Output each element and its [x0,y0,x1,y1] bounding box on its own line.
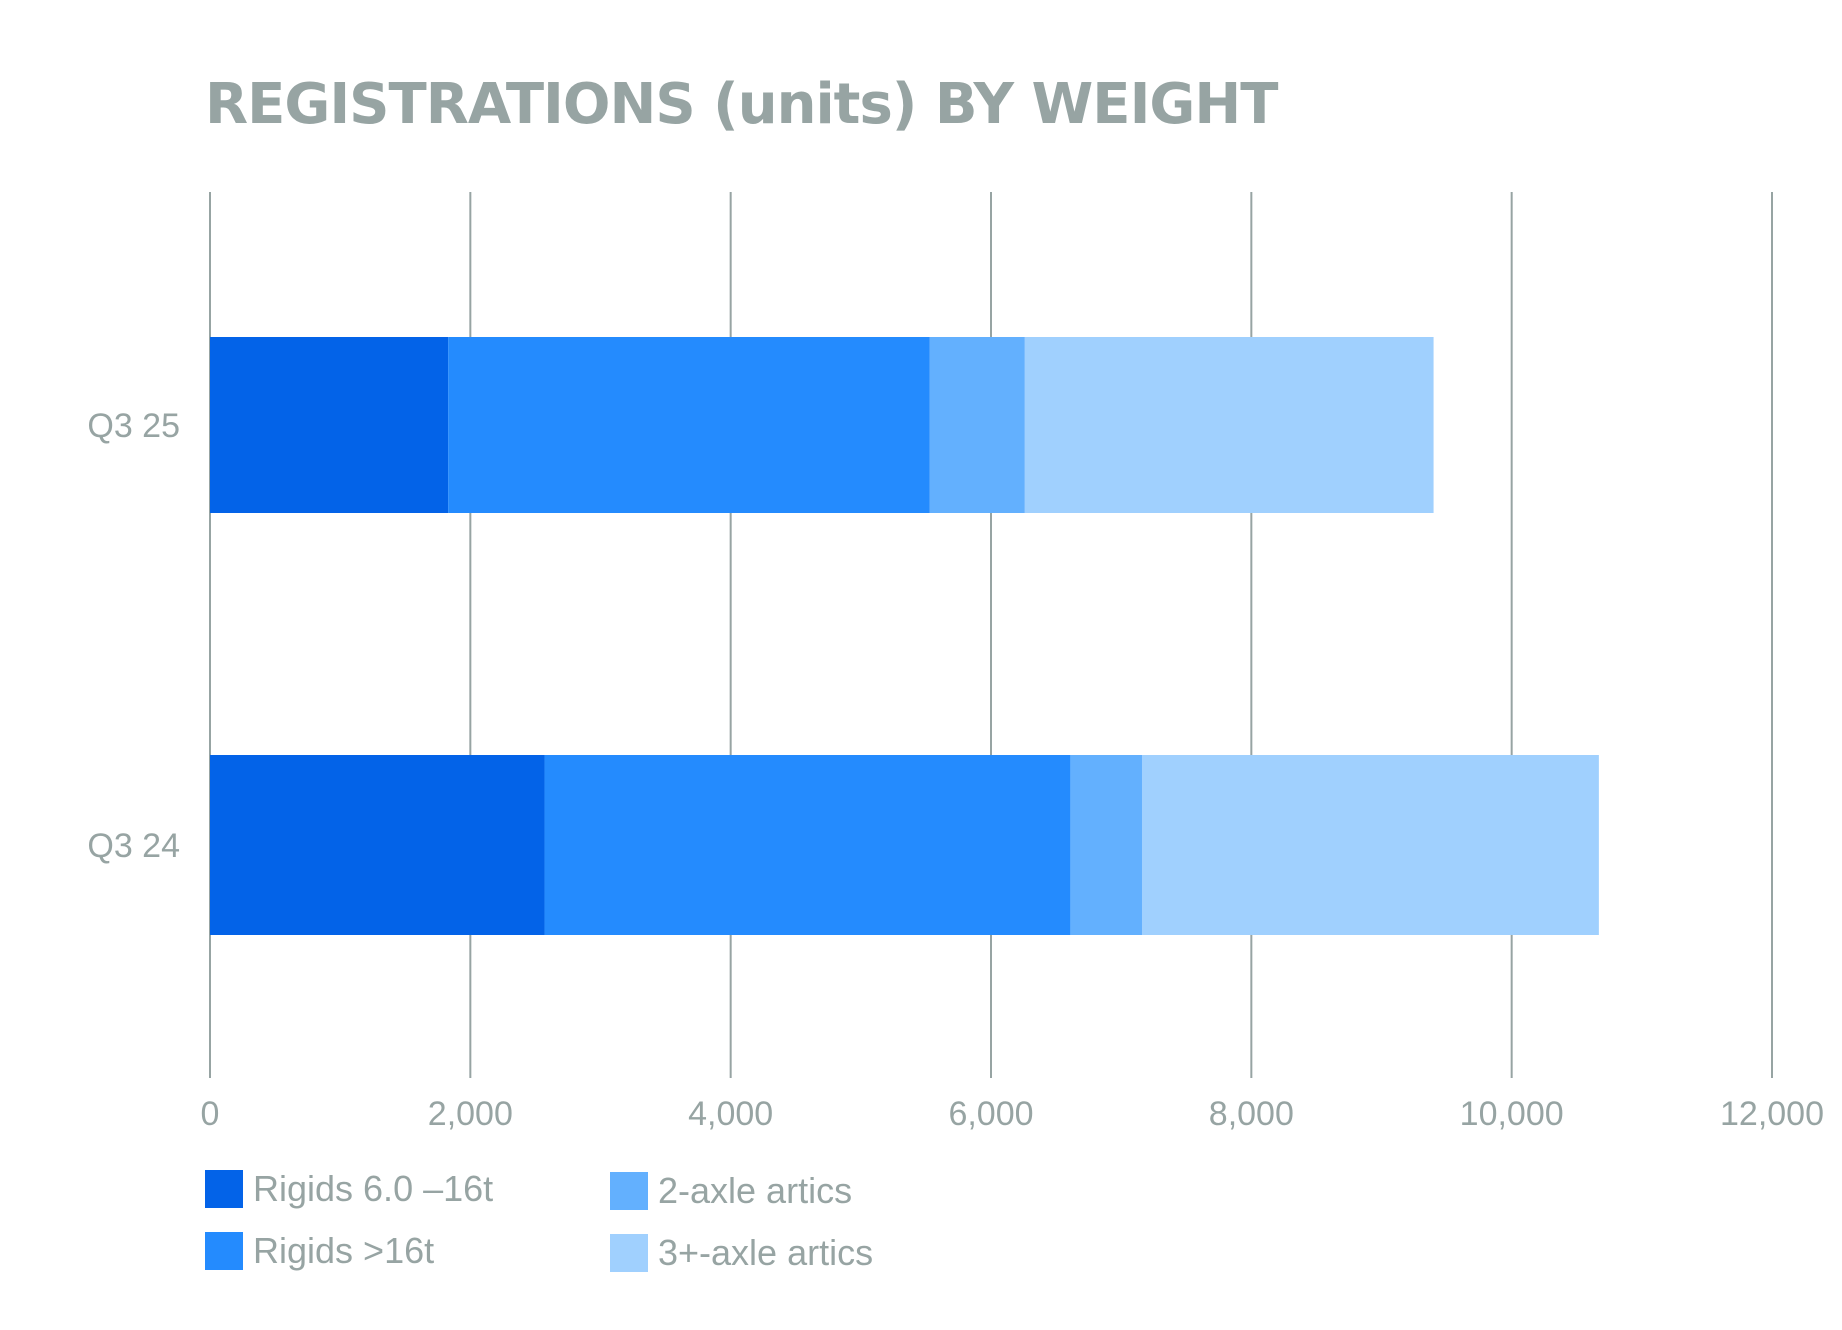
category-label: Q3 24 [87,827,180,865]
legend-item-rigids-over-16t: Rigids >16t [205,1230,434,1272]
bar-segment [929,337,1025,513]
category-label: Q3 25 [87,407,180,445]
x-tick-label: 10,000 [1460,1095,1564,1133]
bar-segment [1070,755,1142,935]
legend-item-rigids-6-16t: Rigids 6.0 –16t [205,1168,493,1210]
x-tick-label: 6,000 [948,1095,1033,1133]
bar-segment [210,337,449,513]
bar-segment [210,755,545,935]
legend-label: Rigids >16t [253,1230,435,1271]
legend-swatch [205,1232,243,1270]
legend-label: 2-axle artics [658,1170,853,1211]
bar-segment [1141,755,1599,935]
legend-item-3-plus-axle-artics: 3+-axle artics [610,1232,873,1274]
legend-swatch [205,1170,243,1208]
bar-segment [544,755,1071,935]
legend-label: 3+-axle artics [658,1232,874,1273]
legend-swatch [610,1172,648,1210]
legend-label: Rigids 6.0 –16t [253,1168,494,1209]
chart-title: REGISTRATIONS (units) BY WEIGHT [205,72,1278,137]
x-tick-label: 0 [201,1095,220,1133]
bar-segment [1024,337,1434,513]
x-tick-label: 12,000 [1720,1095,1824,1133]
legend-item-2-axle-artics: 2-axle artics [610,1170,852,1212]
bar-segment [448,337,930,513]
x-tick-label: 2,000 [428,1095,513,1133]
legend-swatch [610,1234,648,1272]
x-tick-label: 4,000 [688,1095,773,1133]
x-tick-label: 8,000 [1209,1095,1294,1133]
